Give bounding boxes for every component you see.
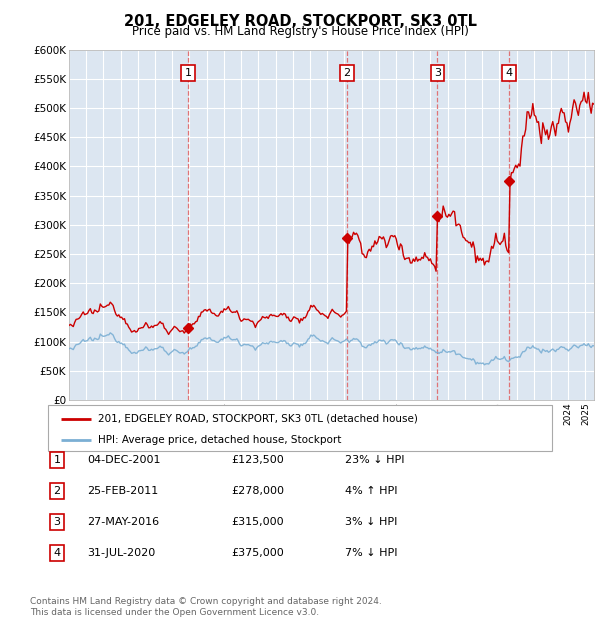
- Text: 04-DEC-2001: 04-DEC-2001: [87, 455, 161, 465]
- Text: 1: 1: [53, 455, 61, 465]
- Text: 23% ↓ HPI: 23% ↓ HPI: [345, 455, 404, 465]
- Text: 2: 2: [53, 486, 61, 496]
- Text: £315,000: £315,000: [231, 517, 284, 527]
- Text: 25-FEB-2011: 25-FEB-2011: [87, 486, 158, 496]
- Text: Price paid vs. HM Land Registry's House Price Index (HPI): Price paid vs. HM Land Registry's House …: [131, 25, 469, 38]
- Text: 4: 4: [53, 548, 61, 558]
- Text: £278,000: £278,000: [231, 486, 284, 496]
- Text: 31-JUL-2020: 31-JUL-2020: [87, 548, 155, 558]
- Text: 201, EDGELEY ROAD, STOCKPORT, SK3 0TL (detached house): 201, EDGELEY ROAD, STOCKPORT, SK3 0TL (d…: [98, 414, 418, 424]
- Text: 3: 3: [53, 517, 61, 527]
- Text: £375,000: £375,000: [231, 548, 284, 558]
- Text: £123,500: £123,500: [231, 455, 284, 465]
- Text: 201, EDGELEY ROAD, STOCKPORT, SK3 0TL: 201, EDGELEY ROAD, STOCKPORT, SK3 0TL: [124, 14, 476, 29]
- Text: 27-MAY-2016: 27-MAY-2016: [87, 517, 159, 527]
- Text: 3: 3: [434, 68, 441, 78]
- Text: HPI: Average price, detached house, Stockport: HPI: Average price, detached house, Stoc…: [98, 435, 342, 445]
- Text: 4% ↑ HPI: 4% ↑ HPI: [345, 486, 398, 496]
- Text: Contains HM Land Registry data © Crown copyright and database right 2024.
This d: Contains HM Land Registry data © Crown c…: [30, 598, 382, 617]
- Text: 1: 1: [185, 68, 191, 78]
- FancyBboxPatch shape: [48, 405, 552, 451]
- Text: 4: 4: [506, 68, 513, 78]
- Text: 3% ↓ HPI: 3% ↓ HPI: [345, 517, 397, 527]
- Text: 2: 2: [343, 68, 350, 78]
- Text: 7% ↓ HPI: 7% ↓ HPI: [345, 548, 398, 558]
